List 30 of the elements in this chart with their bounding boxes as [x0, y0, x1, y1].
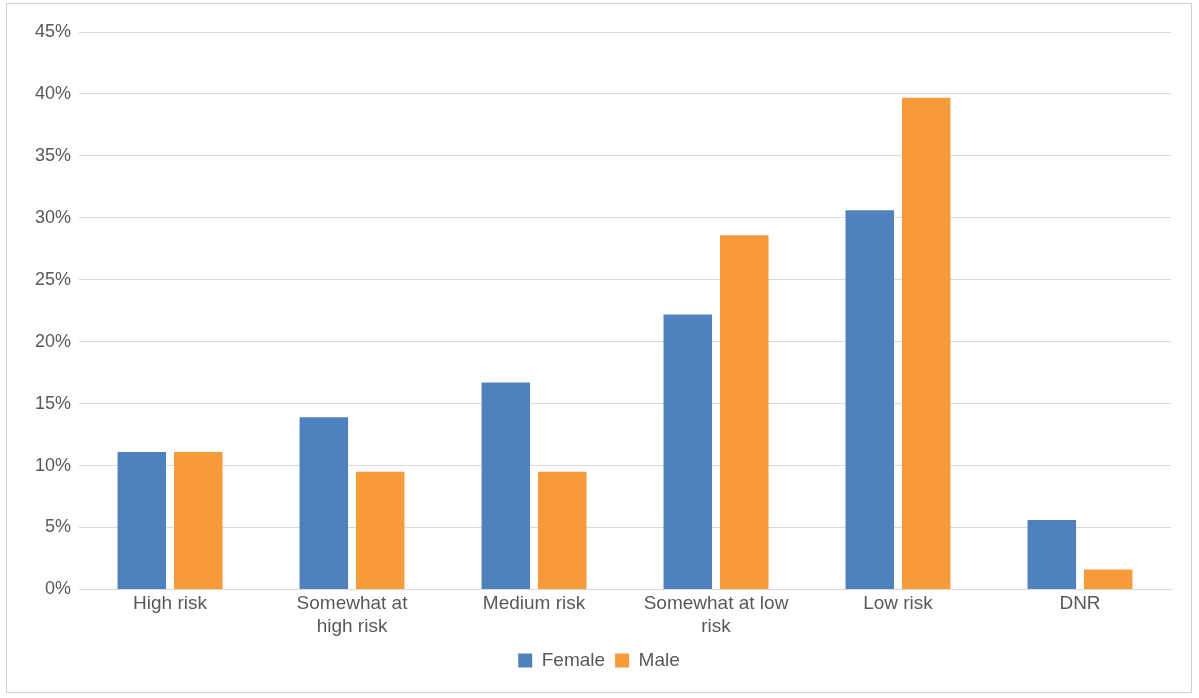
bar	[845, 210, 895, 589]
bar	[1083, 569, 1133, 589]
legend-label: Female	[541, 648, 606, 670]
x-tick-label: Medium risk	[482, 592, 586, 614]
legend-label: Male	[638, 648, 680, 670]
bar	[719, 235, 769, 589]
y-tick-label: 20%	[35, 330, 72, 351]
x-tick-label: Low risk	[863, 592, 934, 614]
bar	[901, 97, 951, 589]
bar	[355, 471, 405, 589]
y-tick-label: 15%	[35, 392, 72, 413]
y-tick-label: 45%	[35, 20, 72, 41]
y-tick-label: 30%	[35, 206, 72, 227]
bar	[663, 314, 713, 589]
bar	[299, 417, 349, 589]
y-tick-label: 10%	[35, 454, 72, 475]
x-tick-label: Somewhat at low risk	[643, 592, 789, 636]
y-tick-label: 40%	[35, 82, 72, 103]
bar	[537, 471, 587, 589]
bar	[173, 451, 223, 589]
y-tick-label: 0%	[45, 578, 72, 599]
x-tick-label: Somewhat at high risk	[296, 592, 409, 636]
y-tick-label: 25%	[35, 268, 72, 289]
bar	[1027, 520, 1077, 589]
y-tick-label: 5%	[45, 516, 72, 537]
y-tick-label: 35%	[35, 144, 72, 165]
bar	[117, 451, 167, 589]
x-tick-label: High risk	[133, 592, 208, 614]
bar	[481, 382, 531, 589]
x-tick-label: DNR	[1059, 592, 1101, 614]
